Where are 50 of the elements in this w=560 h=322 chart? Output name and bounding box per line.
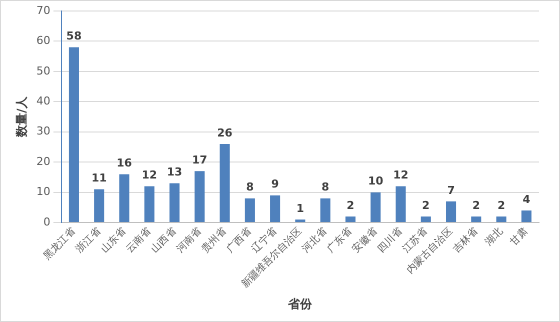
data-label: 26: [217, 126, 233, 140]
y-tick-label: 0: [43, 215, 50, 228]
bar: [345, 216, 356, 222]
bar: [244, 198, 255, 222]
y-tick-label: 10: [36, 185, 50, 198]
data-label: 11: [91, 172, 107, 185]
bar: [446, 201, 456, 222]
y-tick-label: 20: [36, 154, 50, 168]
bar: [496, 216, 506, 222]
bar: [521, 210, 532, 222]
y-axis-title: 数量/人: [14, 96, 28, 138]
data-label: 17: [192, 154, 208, 167]
data-label: 8: [322, 180, 330, 194]
x-axis-title: 省份: [287, 296, 314, 311]
data-label: 58: [66, 30, 82, 43]
x-tick-label: 湖北: [482, 225, 506, 248]
bar: [194, 171, 205, 222]
data-label: 12: [142, 168, 158, 182]
bar: [220, 144, 230, 222]
data-label: 10: [368, 174, 384, 188]
bar: [94, 189, 104, 222]
data-label: 2: [497, 198, 506, 212]
data-label: 1: [296, 202, 304, 215]
bar: [396, 186, 406, 222]
data-label: 9: [271, 178, 279, 191]
data-label: 13: [166, 166, 182, 179]
y-tick-label: 60: [36, 34, 50, 48]
data-label: 7: [447, 184, 455, 197]
x-tick-label: 甘肃: [508, 225, 530, 248]
bar: [370, 192, 381, 222]
bar: [169, 183, 180, 222]
bar: [471, 216, 482, 222]
bar: [270, 195, 280, 222]
y-tick-label: 50: [36, 64, 50, 78]
data-label: 4: [522, 192, 531, 206]
data-label: 12: [393, 168, 408, 182]
bar: [420, 216, 431, 222]
data-label: 16: [116, 156, 132, 170]
bar: [68, 47, 79, 222]
bar: [320, 198, 330, 222]
y-tick-label: 30: [36, 124, 50, 138]
data-label: 8: [246, 180, 254, 194]
y-tick-label: 40: [36, 94, 50, 108]
bar: [295, 220, 306, 222]
data-label: 2: [472, 198, 480, 212]
data-label: 2: [422, 198, 430, 212]
y-tick-label: 70: [36, 4, 50, 17]
bar: [119, 174, 130, 222]
bar: [144, 186, 154, 222]
data-label: 2: [346, 198, 354, 212]
